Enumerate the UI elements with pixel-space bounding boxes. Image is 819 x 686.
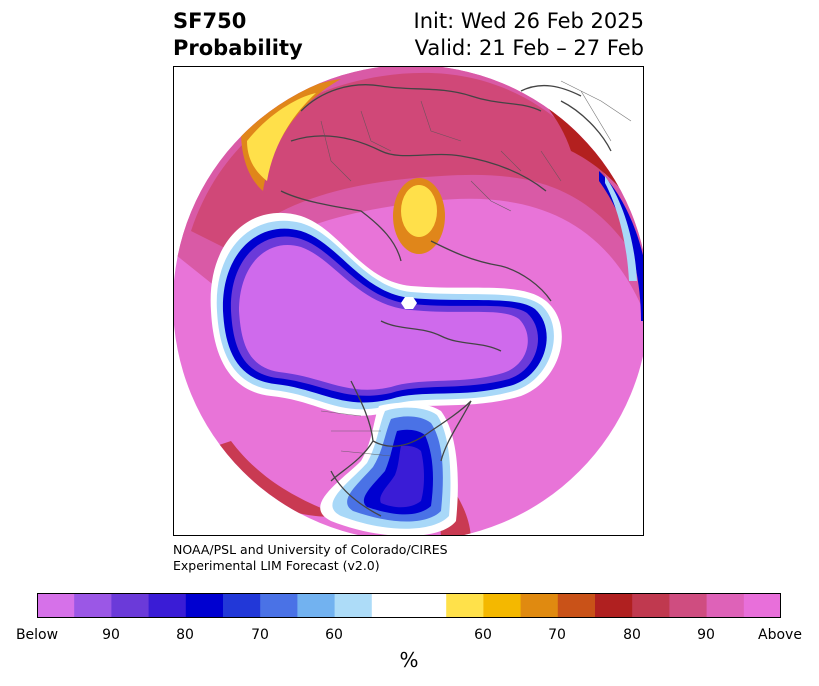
polar-map <box>174 67 643 535</box>
colorbar-swatch <box>260 593 298 618</box>
coastlines <box>280 84 612 517</box>
forecast-dates: Init: Wed 26 Feb 2025 Valid: 21 Feb – 27… <box>414 8 644 62</box>
colorbar-swatch <box>185 593 224 618</box>
tick-label: 60 <box>325 627 343 643</box>
colorbar-swatch <box>334 593 373 618</box>
colorbar-swatch <box>371 593 410 618</box>
tick-label-below: Below <box>15 627 59 643</box>
colorbar-swatch <box>409 593 447 618</box>
variable-label: SF750 <box>173 9 247 33</box>
credit-line-2: Experimental LIM Forecast (v2.0) <box>173 558 380 573</box>
colorbar-swatch <box>297 593 336 618</box>
colorbar-swatch <box>632 593 670 618</box>
colorbar-swatch <box>148 593 187 618</box>
tick-label: 80 <box>176 627 194 643</box>
colorbar-swatches <box>37 593 781 618</box>
tick-label: 90 <box>697 627 715 643</box>
colorbar-swatch <box>446 593 484 618</box>
tick-label: 90 <box>102 627 120 643</box>
map-panel <box>173 66 644 536</box>
colorbar-swatch <box>557 593 596 618</box>
colorbar-swatch <box>706 593 745 618</box>
colorbar <box>37 593 781 618</box>
colorbar-swatch <box>669 593 708 618</box>
tick-label: 70 <box>548 627 566 643</box>
colorbar-swatch <box>520 593 559 618</box>
init-date: Init: Wed 26 Feb 2025 <box>413 9 644 33</box>
colorbar-unit: % <box>399 648 419 672</box>
colorbar-swatch <box>111 593 150 618</box>
colorbar-swatch <box>37 593 75 618</box>
colorbar-outline <box>37 593 781 618</box>
tick-label: 80 <box>623 627 641 643</box>
borders <box>320 80 632 457</box>
valid-range: Valid: 21 Feb – 27 Feb <box>414 36 644 60</box>
colorbar-swatch <box>595 593 633 618</box>
product-label: Probability <box>173 36 303 60</box>
tick-label: 60 <box>474 627 492 643</box>
tick-label: 70 <box>251 627 269 643</box>
tick-label-above: Above <box>758 627 802 643</box>
colorbar-swatch <box>743 593 781 618</box>
credit-text: NOAA/PSL and University of Colorado/CIRE… <box>173 542 448 574</box>
colorbar-swatch <box>74 593 112 618</box>
credit-line-1: NOAA/PSL and University of Colorado/CIRE… <box>173 542 448 557</box>
map-title: SF750 Probability <box>173 8 303 62</box>
colorbar-swatch <box>223 593 261 618</box>
colorbar-swatch <box>483 593 522 618</box>
probability-field <box>174 67 643 535</box>
